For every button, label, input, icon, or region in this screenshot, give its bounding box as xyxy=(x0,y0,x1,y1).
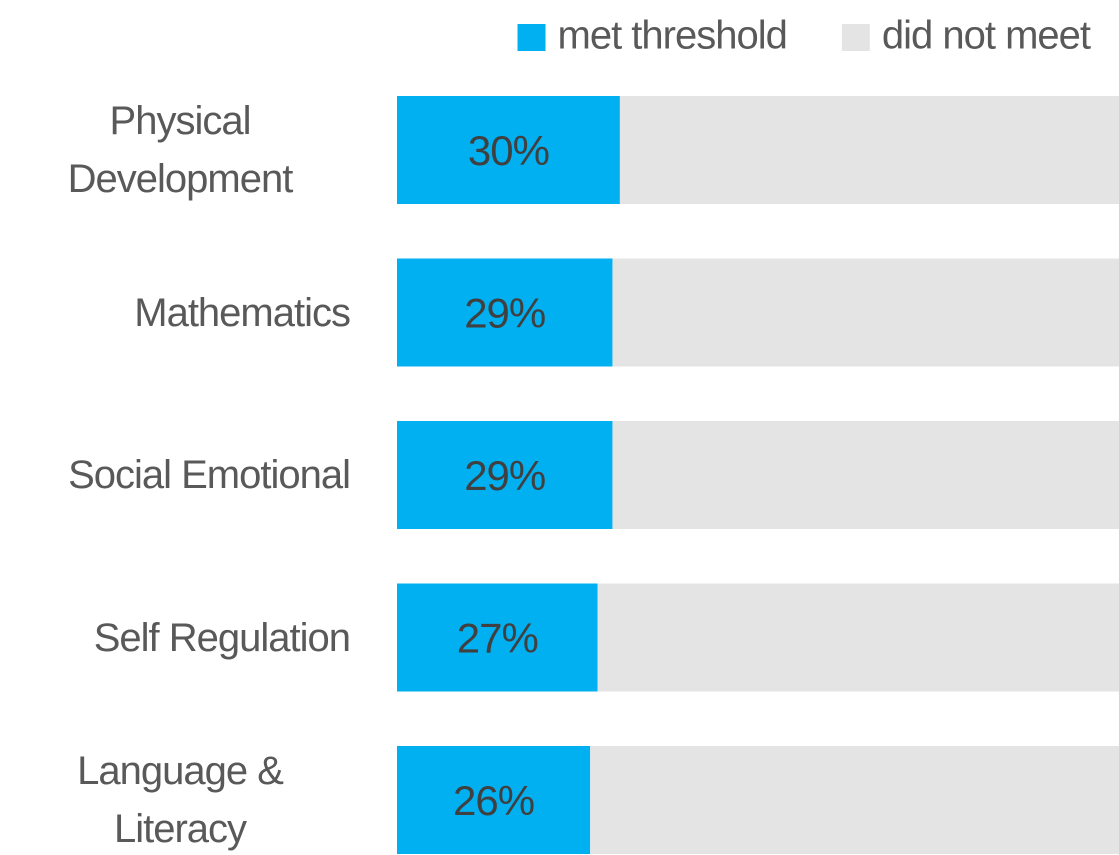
category-label: Mathematics xyxy=(134,290,351,335)
legend-swatch xyxy=(517,24,546,51)
bar-segment xyxy=(397,421,613,529)
bar-segment xyxy=(397,583,598,692)
category-label: Language & Literacy xyxy=(77,749,284,851)
legend-swatch xyxy=(841,24,870,51)
bar-segment xyxy=(397,258,613,367)
category-label-box: Language & Literacy xyxy=(10,742,350,855)
value-label: 27% xyxy=(457,615,538,662)
legend-label: met threshold xyxy=(558,14,787,58)
value-label: 29% xyxy=(464,452,545,499)
bar-segment xyxy=(597,583,1119,692)
bar-segment xyxy=(590,746,1119,854)
value-label: 29% xyxy=(464,290,545,337)
value-label: 26% xyxy=(453,777,534,824)
category-label: Physical Development xyxy=(67,99,294,201)
bar-segment xyxy=(612,258,1119,367)
value-label: 30% xyxy=(468,127,549,174)
category-label: Self Regulation xyxy=(93,615,351,660)
bar-segment xyxy=(612,421,1119,529)
category-label-box: Physical Development xyxy=(10,92,350,208)
category-label-box: Self Regulation xyxy=(10,609,351,667)
legend-label: did not meet xyxy=(882,14,1091,58)
bar-segment xyxy=(397,746,591,854)
bar-segment xyxy=(619,96,1119,204)
category-label-box: Social Emotional xyxy=(10,446,351,504)
category-label: Social Emotional xyxy=(68,453,351,497)
bar-segment xyxy=(397,96,620,204)
category-label-box: Mathematics xyxy=(10,284,351,342)
